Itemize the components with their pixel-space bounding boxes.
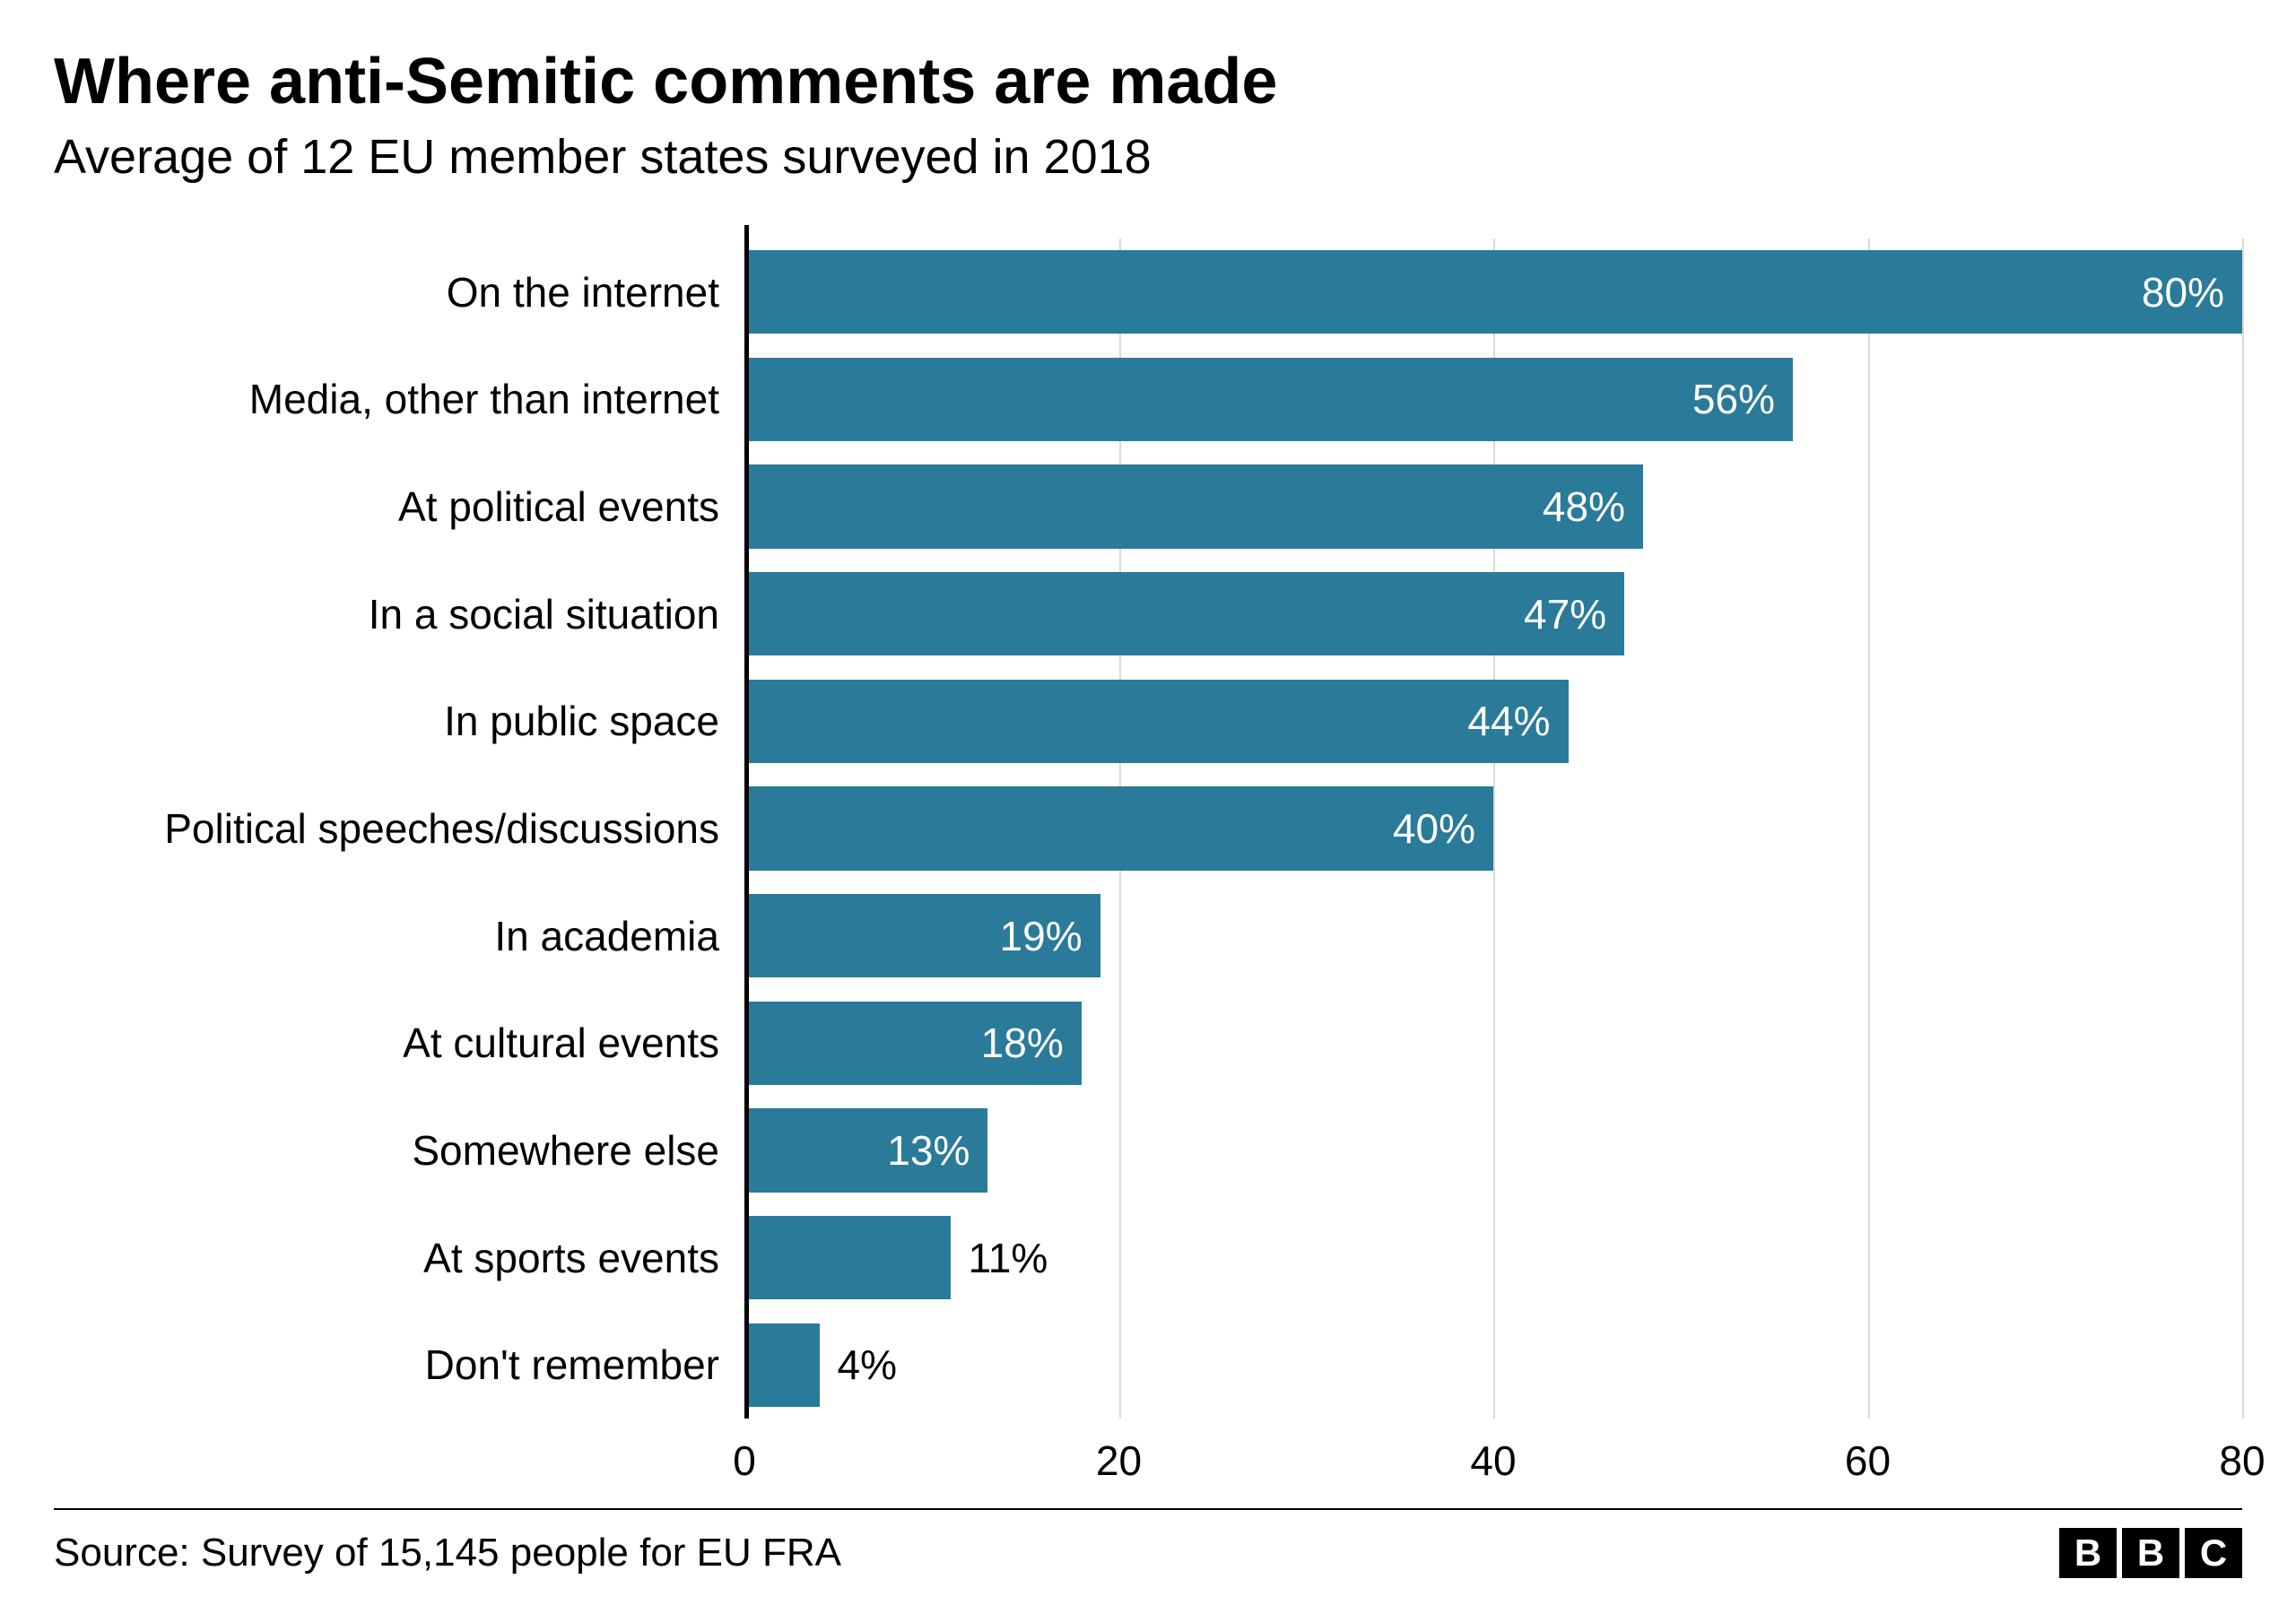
bar (744, 1323, 820, 1407)
bar-row: 4% (744, 1311, 2242, 1419)
chart-subtitle: Average of 12 EU member states surveyed … (54, 129, 2242, 185)
bar: 19% (744, 894, 1100, 977)
chart-title: Where anti-Semitic comments are made (54, 45, 2242, 118)
x-axis-spacer (54, 1419, 744, 1508)
category-label: At sports events (54, 1204, 744, 1312)
bar: 40% (744, 786, 1493, 870)
bar-row: 18% (744, 989, 2242, 1097)
chart-area: On the internetMedia, other than interne… (54, 239, 2242, 1419)
bar-value-label: 44% (1467, 697, 1550, 745)
bar-row: 48% (744, 453, 2242, 560)
bar: 56% (744, 358, 1793, 441)
bbc-logo: BBC (2059, 1528, 2242, 1578)
bar (744, 1216, 951, 1299)
bar: 48% (744, 464, 1643, 548)
category-label: Political speeches/discussions (54, 775, 744, 882)
x-tick-label: 0 (733, 1436, 756, 1485)
bar-value-label: 11% (951, 1234, 1048, 1282)
bar: 44% (744, 680, 1569, 763)
x-axis-ticks: 020406080 (744, 1419, 2242, 1508)
bar-value-label: 56% (1692, 375, 1775, 423)
bars-column: 80% 56% 48% 47% 44% 40% 19% 18% 13% 11% 4% (744, 239, 2242, 1419)
gridline (2242, 239, 2244, 1419)
bar-row: 80% (744, 239, 2242, 346)
bar-value-label: 4% (820, 1341, 897, 1389)
bar-row: 19% (744, 882, 2242, 990)
bar-row: 40% (744, 775, 2242, 882)
bar-row: 44% (744, 668, 2242, 776)
bar-value-label: 40% (1393, 804, 1475, 853)
category-label: Somewhere else (54, 1097, 744, 1204)
bar: 47% (744, 572, 1624, 655)
bar-row: 11% (744, 1204, 2242, 1312)
bar-row: 47% (744, 560, 2242, 668)
category-label: In academia (54, 882, 744, 990)
category-label: Media, other than internet (54, 346, 744, 454)
x-axis-row: 020406080 (54, 1419, 2242, 1508)
bbc-logo-letter: B (2059, 1528, 2117, 1578)
category-label: On the internet (54, 239, 744, 346)
chart-footer: Source: Survey of 15,145 people for EU F… (54, 1508, 2242, 1578)
category-label: At political events (54, 453, 744, 560)
bar: 13% (744, 1108, 987, 1192)
bar-value-label: 18% (981, 1019, 1064, 1067)
category-labels-column: On the internetMedia, other than interne… (54, 239, 744, 1419)
category-label: In a social situation (54, 560, 744, 668)
source-text: Source: Survey of 15,145 people for EU F… (54, 1531, 841, 1575)
bar-value-label: 19% (1000, 912, 1083, 960)
bar-row: 13% (744, 1097, 2242, 1204)
bar: 18% (744, 1002, 1082, 1085)
y-axis-line (744, 225, 749, 1419)
x-tick-label: 20 (1096, 1436, 1142, 1485)
x-tick-label: 60 (1845, 1436, 1891, 1485)
bbc-logo-letter: C (2185, 1528, 2242, 1578)
chart-container: On the internetMedia, other than interne… (54, 239, 2242, 1508)
category-label: At cultural events (54, 989, 744, 1097)
x-tick-label: 40 (1470, 1436, 1516, 1485)
category-label: In public space (54, 668, 744, 776)
bar-value-label: 13% (887, 1126, 970, 1175)
category-label: Don't remember (54, 1311, 744, 1419)
bar-row: 56% (744, 346, 2242, 454)
bar-value-label: 47% (1524, 590, 1606, 638)
bar-value-label: 48% (1543, 482, 1625, 531)
bbc-logo-letter: B (2122, 1528, 2179, 1578)
bar: 80% (744, 250, 2242, 334)
x-tick-label: 80 (2219, 1436, 2265, 1485)
bar-value-label: 80% (2142, 268, 2224, 317)
